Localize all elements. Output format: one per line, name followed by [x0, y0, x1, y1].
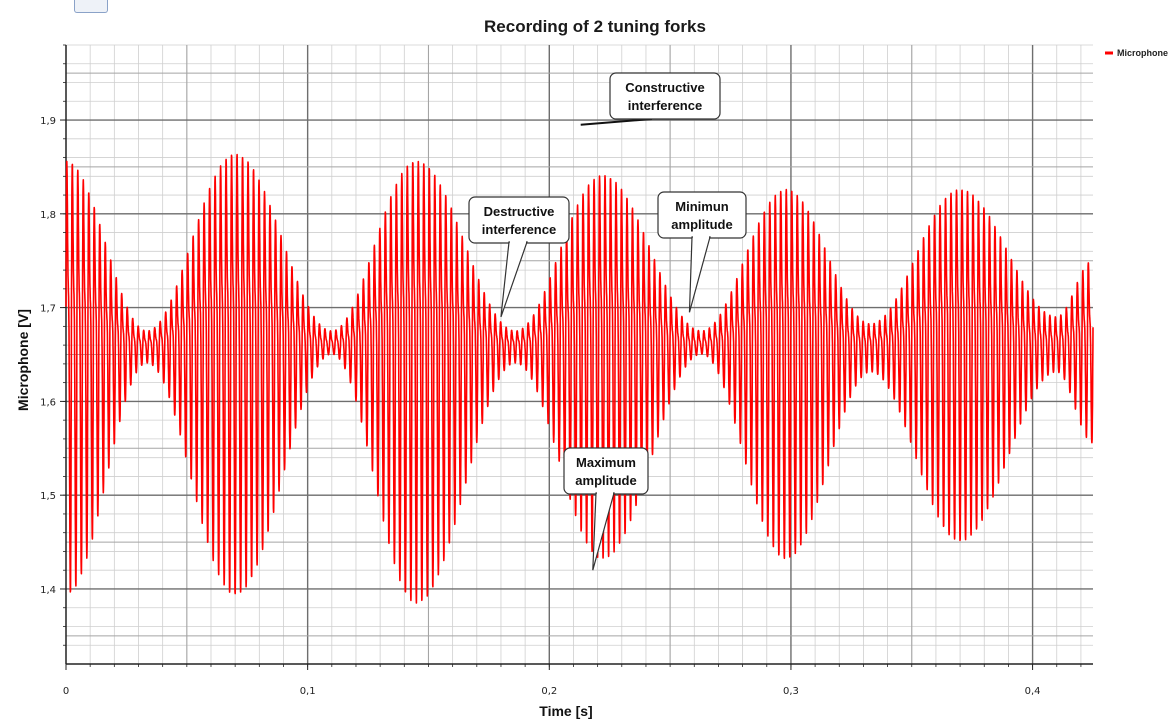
- x-tick-label: 0,1: [300, 686, 316, 697]
- signal-series: [65, 153, 1094, 604]
- callout-pointer: [500, 241, 528, 318]
- callout-text: interference: [482, 222, 556, 237]
- y-tick-label: 1,6: [40, 397, 56, 408]
- callout-text: amplitude: [575, 473, 636, 488]
- legend: Microphone: [1105, 48, 1168, 58]
- callout: Minimun amplitude: [657, 191, 747, 313]
- callout: Constructive interference: [580, 72, 721, 126]
- callout-box: [609, 72, 721, 120]
- callout-text: Minimun: [675, 199, 728, 214]
- x-tick-label: 0,2: [541, 686, 557, 697]
- callout: Maximum amplitude: [563, 447, 649, 571]
- x-axis-ticks: 0 0,1 0,2 0,3 0,4: [63, 664, 1082, 697]
- y-axis-ticks: 1,4 1,5 1,6 1,7 1,8 1,9: [40, 44, 66, 646]
- y-tick-label: 1,4: [40, 585, 56, 596]
- y-axis-label: Microphone [V]: [15, 309, 31, 411]
- callout-text: Constructive: [625, 80, 704, 95]
- y-tick-label: 1,5: [40, 491, 56, 502]
- y-tick-label: 1,8: [40, 210, 56, 221]
- y-tick-label: 1,9: [40, 116, 56, 127]
- callout: Destructive interference: [468, 196, 570, 318]
- x-tick-label: 0,4: [1025, 686, 1041, 697]
- y-tick-label: 1,7: [40, 304, 56, 315]
- x-tick-label: 0,3: [783, 686, 799, 697]
- plot-frame: [65, 45, 1093, 665]
- signal-trace: [65, 153, 1094, 604]
- x-axis-label: Time [s]: [539, 703, 592, 719]
- callout-text: amplitude: [671, 217, 732, 232]
- callout-pointer: [688, 236, 711, 313]
- callout-pointer: [580, 118, 653, 126]
- callout-text: Maximum: [576, 455, 636, 470]
- callout-text: interference: [628, 98, 702, 113]
- legend-label: Microphone: [1117, 48, 1168, 58]
- callout-text: Destructive: [484, 204, 555, 219]
- chart-title: Recording of 2 tuning forks: [484, 17, 706, 36]
- x-tick-label: 0: [63, 686, 69, 697]
- toolbar-corner-button[interactable]: [74, 0, 108, 13]
- callouts: Constructive interference Destructive inter…: [468, 72, 747, 571]
